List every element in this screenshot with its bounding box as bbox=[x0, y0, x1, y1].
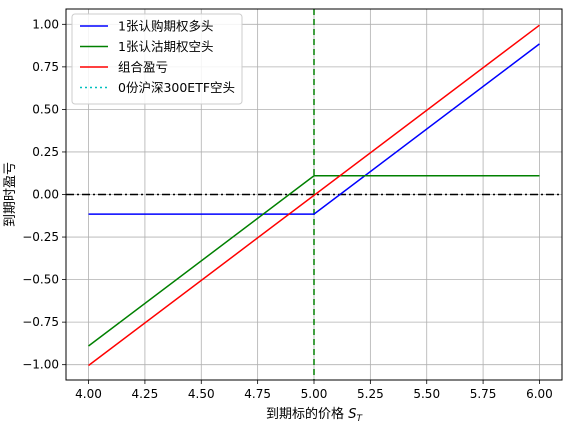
x-tick-label-2: 4.50 bbox=[188, 387, 215, 401]
y-tick-label-7: 0.75 bbox=[32, 60, 59, 74]
y-tick-label-2: −0.50 bbox=[22, 273, 59, 287]
x-tick-label-7: 5.75 bbox=[470, 387, 497, 401]
series-line-2 bbox=[88, 24, 540, 367]
x-tick-label-8: 6.00 bbox=[526, 387, 553, 401]
x-tick-label-3: 4.75 bbox=[244, 387, 271, 401]
legend-label-1: 1张认沽期权空头 bbox=[118, 39, 213, 54]
x-tick-label-1: 4.25 bbox=[132, 387, 159, 401]
y-tick-label-6: 0.50 bbox=[32, 102, 59, 116]
x-tick-label-4: 5.00 bbox=[301, 387, 328, 401]
legend-box bbox=[71, 13, 243, 105]
series-lines bbox=[88, 24, 540, 367]
y-tick-label-8: 1.00 bbox=[32, 17, 59, 31]
y-axis-label: 到期时盈亏 bbox=[3, 162, 18, 227]
y-tick-label-4: 0.00 bbox=[32, 188, 59, 202]
x-tick-label-5: 5.25 bbox=[357, 387, 384, 401]
legend-label-2: 组合盈亏 bbox=[118, 60, 168, 75]
x-tick-label-0: 4.00 bbox=[75, 387, 102, 401]
y-tick-label-1: −0.75 bbox=[22, 315, 59, 329]
legend-label-0: 1张认购期权多头 bbox=[118, 19, 213, 34]
x-tick-label-6: 5.50 bbox=[413, 387, 440, 401]
y-tick-label-0: −1.00 bbox=[22, 358, 59, 372]
axis-ticks: 4.00 4.25 4.50 4.75 5.00 5.25 5.50 5.75 6.00 −1.0… bbox=[22, 17, 553, 401]
y-tick-label-3: −0.25 bbox=[22, 230, 59, 244]
y-tick-label-5: 0.25 bbox=[32, 145, 59, 159]
legend-label-3: 0份沪深300ETF空头 bbox=[118, 80, 235, 95]
series-line-1 bbox=[88, 175, 540, 347]
series-line-0 bbox=[88, 43, 540, 215]
x-axis-label: 到期标的价格 ST bbox=[266, 406, 363, 424]
